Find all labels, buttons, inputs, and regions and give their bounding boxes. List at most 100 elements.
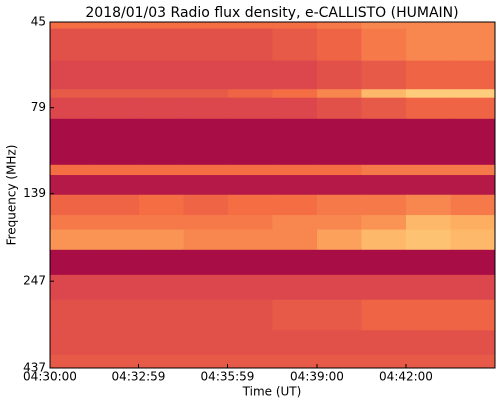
heatmap-cell (94, 194, 140, 216)
heatmap-cell (183, 354, 229, 369)
heatmap-cell (183, 249, 229, 276)
heatmap-cell (50, 89, 95, 99)
heatmap-cell (450, 354, 496, 369)
heatmap-cell (272, 175, 318, 196)
heatmap-cell (272, 89, 318, 99)
x-tick-label: 04:39:00 (290, 370, 344, 384)
heatmap-cell (50, 274, 95, 301)
heatmap-cell (139, 274, 184, 301)
heatmap-cell (450, 89, 496, 99)
heatmap-cell (450, 164, 496, 176)
heatmap-cell (50, 28, 95, 62)
heatmap-cell (361, 215, 407, 231)
x-tick-label: 04:30:00 (23, 370, 77, 384)
heatmap-cell (228, 175, 273, 196)
heatmap-cell (50, 60, 95, 90)
heatmap-cell (183, 97, 229, 120)
heatmap-cell (50, 330, 95, 356)
heatmap-cell (228, 330, 273, 356)
heatmap-cell (406, 60, 451, 90)
heatmap-cell (450, 249, 496, 276)
chart-title: 2018/01/03 Radio flux density, e-CALLIST… (85, 5, 458, 21)
heatmap-cell (228, 215, 273, 231)
heatmap-cell (406, 249, 451, 276)
heatmap-cell (272, 354, 318, 369)
heatmap-cell (50, 175, 95, 196)
heatmap-cell (139, 164, 184, 176)
plot-frame (49, 21, 496, 369)
x-tick-label: 04:35:59 (201, 370, 255, 384)
heatmap-cell (139, 354, 184, 369)
heatmap-cell (450, 330, 496, 356)
heatmap-cell (183, 164, 229, 176)
heatmap-cell (183, 60, 229, 90)
heatmap-cell (361, 274, 407, 301)
heatmap-cell (406, 274, 451, 301)
heatmap-cell (183, 229, 229, 251)
heatmap-cell (361, 194, 407, 216)
heatmap-cell (139, 28, 184, 62)
heatmap-cell (94, 229, 140, 251)
heatmap-cell (317, 229, 362, 251)
heatmap-cell (139, 175, 184, 196)
heatmap-cell (272, 97, 318, 120)
heatmap-cell (228, 354, 273, 369)
heatmap-cell (50, 22, 95, 30)
heatmap-cell (94, 22, 140, 30)
heatmap-cell (139, 118, 184, 166)
heatmap-cell (228, 164, 273, 176)
heatmap-cell (139, 249, 184, 276)
heatmap-cell (228, 274, 273, 301)
heatmap-cell (50, 229, 95, 251)
heatmap-cell (50, 97, 95, 120)
heatmap-cell (94, 60, 140, 90)
heatmap-cell (50, 299, 95, 331)
heatmap-cell (317, 274, 362, 301)
heatmap-cell (361, 175, 407, 196)
heatmap-cell (94, 118, 140, 166)
heatmap-cell (361, 118, 407, 166)
y-tick-label: 247 (23, 274, 46, 288)
x-tick-label: 04:32:59 (112, 370, 166, 384)
heatmap-cell (272, 28, 318, 62)
y-tick-label: 139 (23, 186, 46, 200)
heatmap-cell (317, 118, 362, 166)
heatmap-cell (450, 215, 496, 231)
y-tick-label: 437 (23, 361, 46, 375)
heatmap-cell (50, 215, 95, 231)
heatmap-cell (450, 28, 496, 62)
heatmap-cell (317, 97, 362, 120)
heatmap-cell (317, 330, 362, 356)
heatmap-cell (94, 249, 140, 276)
heatmap-cell (317, 22, 362, 30)
heatmap-cell (94, 215, 140, 231)
heatmap-cell (361, 354, 407, 369)
heatmap-cell (139, 229, 184, 251)
heatmap-cell (228, 249, 273, 276)
heatmap-cell (317, 28, 362, 62)
heatmap-cell (228, 60, 273, 90)
x-axis-label: Time (UT) (242, 385, 302, 399)
heatmap-cell (406, 118, 451, 166)
heatmap-cell (94, 97, 140, 120)
heatmap-cell (406, 89, 451, 99)
heatmap-cell (272, 229, 318, 251)
heatmap-cell (94, 164, 140, 176)
heatmap-cell (183, 274, 229, 301)
heatmap-cell (406, 97, 451, 120)
heatmap-cell (50, 354, 95, 369)
x-tick-label: 04:42:00 (379, 370, 433, 384)
heatmap-cell (406, 299, 451, 331)
heatmap-cell (406, 354, 451, 369)
heatmap-cell (317, 60, 362, 90)
heatmap-cell (406, 175, 451, 196)
heatmap-cell (272, 330, 318, 356)
heatmap-cell (94, 175, 140, 196)
heatmap-cell (361, 164, 407, 176)
heatmap-cell (94, 28, 140, 62)
heatmap-cell (50, 194, 95, 216)
heatmap-cell (272, 22, 318, 30)
heatmap-cell (183, 28, 229, 62)
heatmap-cell (94, 330, 140, 356)
heatmap-cell (361, 89, 407, 99)
